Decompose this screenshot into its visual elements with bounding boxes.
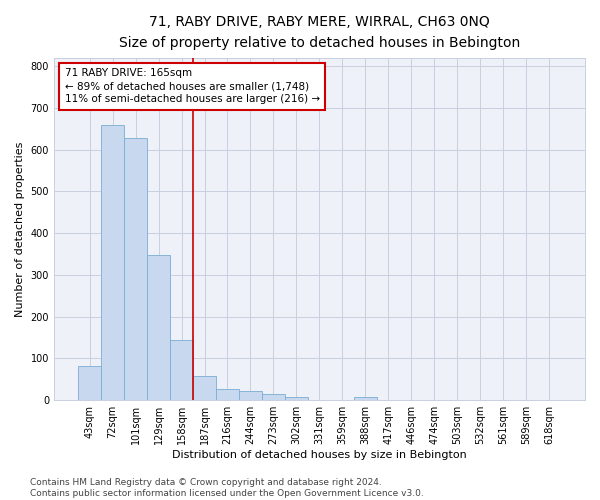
Bar — [216, 390, 239, 400]
X-axis label: Distribution of detached houses by size in Bebington: Distribution of detached houses by size … — [172, 450, 467, 460]
Bar — [78, 366, 101, 400]
Bar — [170, 340, 193, 400]
Bar — [124, 138, 147, 400]
Bar — [101, 124, 124, 400]
Bar — [147, 255, 170, 400]
Bar — [239, 391, 262, 400]
Bar — [262, 394, 285, 400]
Y-axis label: Number of detached properties: Number of detached properties — [15, 142, 25, 316]
Text: Contains HM Land Registry data © Crown copyright and database right 2024.
Contai: Contains HM Land Registry data © Crown c… — [30, 478, 424, 498]
Bar — [193, 376, 216, 400]
Title: 71, RABY DRIVE, RABY MERE, WIRRAL, CH63 0NQ
Size of property relative to detache: 71, RABY DRIVE, RABY MERE, WIRRAL, CH63 … — [119, 15, 520, 50]
Text: 71 RABY DRIVE: 165sqm
← 89% of detached houses are smaller (1,748)
11% of semi-d: 71 RABY DRIVE: 165sqm ← 89% of detached … — [65, 68, 320, 104]
Bar — [354, 397, 377, 400]
Bar — [285, 397, 308, 400]
